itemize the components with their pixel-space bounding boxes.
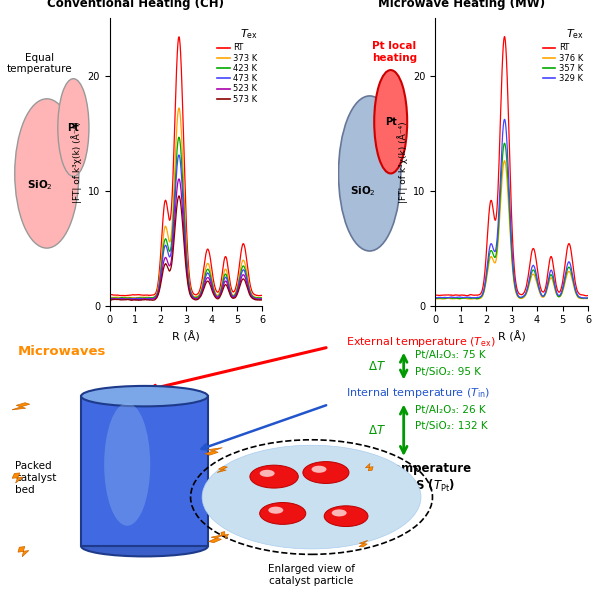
Ellipse shape [104, 403, 150, 526]
Text: Pt local
heating: Pt local heating [372, 41, 417, 63]
Text: $\Delta T$: $\Delta T$ [368, 360, 386, 373]
Text: Pt: Pt [385, 116, 397, 127]
Text: SiO$_2$: SiO$_2$ [350, 184, 376, 197]
Ellipse shape [81, 386, 208, 406]
Ellipse shape [15, 99, 79, 248]
Circle shape [202, 445, 421, 549]
Polygon shape [205, 447, 223, 455]
Ellipse shape [338, 96, 401, 251]
Text: Pt/SiO₂: 95 K: Pt/SiO₂: 95 K [415, 367, 481, 376]
Circle shape [332, 509, 347, 516]
Text: Internal temperature ($T_\mathrm{in}$): Internal temperature ($T_\mathrm{in}$) [346, 386, 490, 400]
Circle shape [374, 70, 407, 173]
Text: $T_\mathrm{ex}$: $T_\mathrm{ex}$ [566, 27, 583, 41]
Polygon shape [18, 547, 29, 557]
Text: $T_\mathrm{ex}$: $T_\mathrm{ex}$ [240, 27, 258, 41]
Circle shape [268, 506, 283, 514]
Text: Pt/SiO₂: 132 K: Pt/SiO₂: 132 K [415, 421, 488, 431]
Text: Pt/Al₂O₃: 75 K: Pt/Al₂O₃: 75 K [415, 350, 486, 360]
Text: External temperature ($T_\mathrm{ex}$): External temperature ($T_\mathrm{ex}$) [346, 335, 496, 349]
Text: Equal
temperature: Equal temperature [7, 53, 72, 74]
Bar [81, 396, 208, 546]
Polygon shape [209, 535, 224, 543]
Text: Packed
catalyst
bed: Packed catalyst bed [15, 462, 56, 495]
Circle shape [311, 466, 326, 473]
Polygon shape [365, 463, 373, 471]
Circle shape [260, 470, 275, 477]
Text: Conventional Heating (CH): Conventional Heating (CH) [47, 0, 224, 10]
Text: Pt/Al₂O₃: 26 K: Pt/Al₂O₃: 26 K [415, 405, 486, 415]
Ellipse shape [81, 536, 208, 557]
Circle shape [303, 462, 349, 484]
Polygon shape [221, 531, 229, 539]
Circle shape [324, 506, 368, 527]
Text: Enlarged view of
catalyst particle: Enlarged view of catalyst particle [268, 564, 355, 585]
X-axis label: R (Å): R (Å) [498, 331, 526, 342]
Text: Pt temperature
by XAFS ($T_\mathrm{Pt}$): Pt temperature by XAFS ($T_\mathrm{Pt}$) [369, 462, 471, 494]
Polygon shape [217, 466, 227, 473]
Legend: RT, 376 K, 357 K, 329 K: RT, 376 K, 357 K, 329 K [542, 43, 584, 84]
Polygon shape [11, 403, 30, 410]
Circle shape [260, 503, 306, 524]
X-axis label: R (Å): R (Å) [172, 331, 200, 342]
Circle shape [250, 465, 298, 488]
Y-axis label: |FT| of k³χ(k) (Å⁻⁴): |FT| of k³χ(k) (Å⁻⁴) [71, 121, 82, 203]
Text: Pt: Pt [68, 123, 79, 132]
Y-axis label: |FT| of k³χ(k) (Å⁻⁴): |FT| of k³χ(k) (Å⁻⁴) [397, 121, 407, 203]
Circle shape [58, 78, 89, 177]
Polygon shape [359, 541, 368, 547]
Text: $\Delta T$: $\Delta T$ [368, 424, 386, 436]
Polygon shape [12, 473, 23, 483]
Text: Microwaves: Microwaves [18, 345, 106, 358]
Text: Microwave Heating (MW): Microwave Heating (MW) [377, 0, 545, 10]
Legend: RT, 373 K, 423 K, 473 K, 523 K, 573 K: RT, 373 K, 423 K, 473 K, 523 K, 573 K [217, 43, 258, 105]
Text: SiO$_2$: SiO$_2$ [26, 178, 52, 192]
